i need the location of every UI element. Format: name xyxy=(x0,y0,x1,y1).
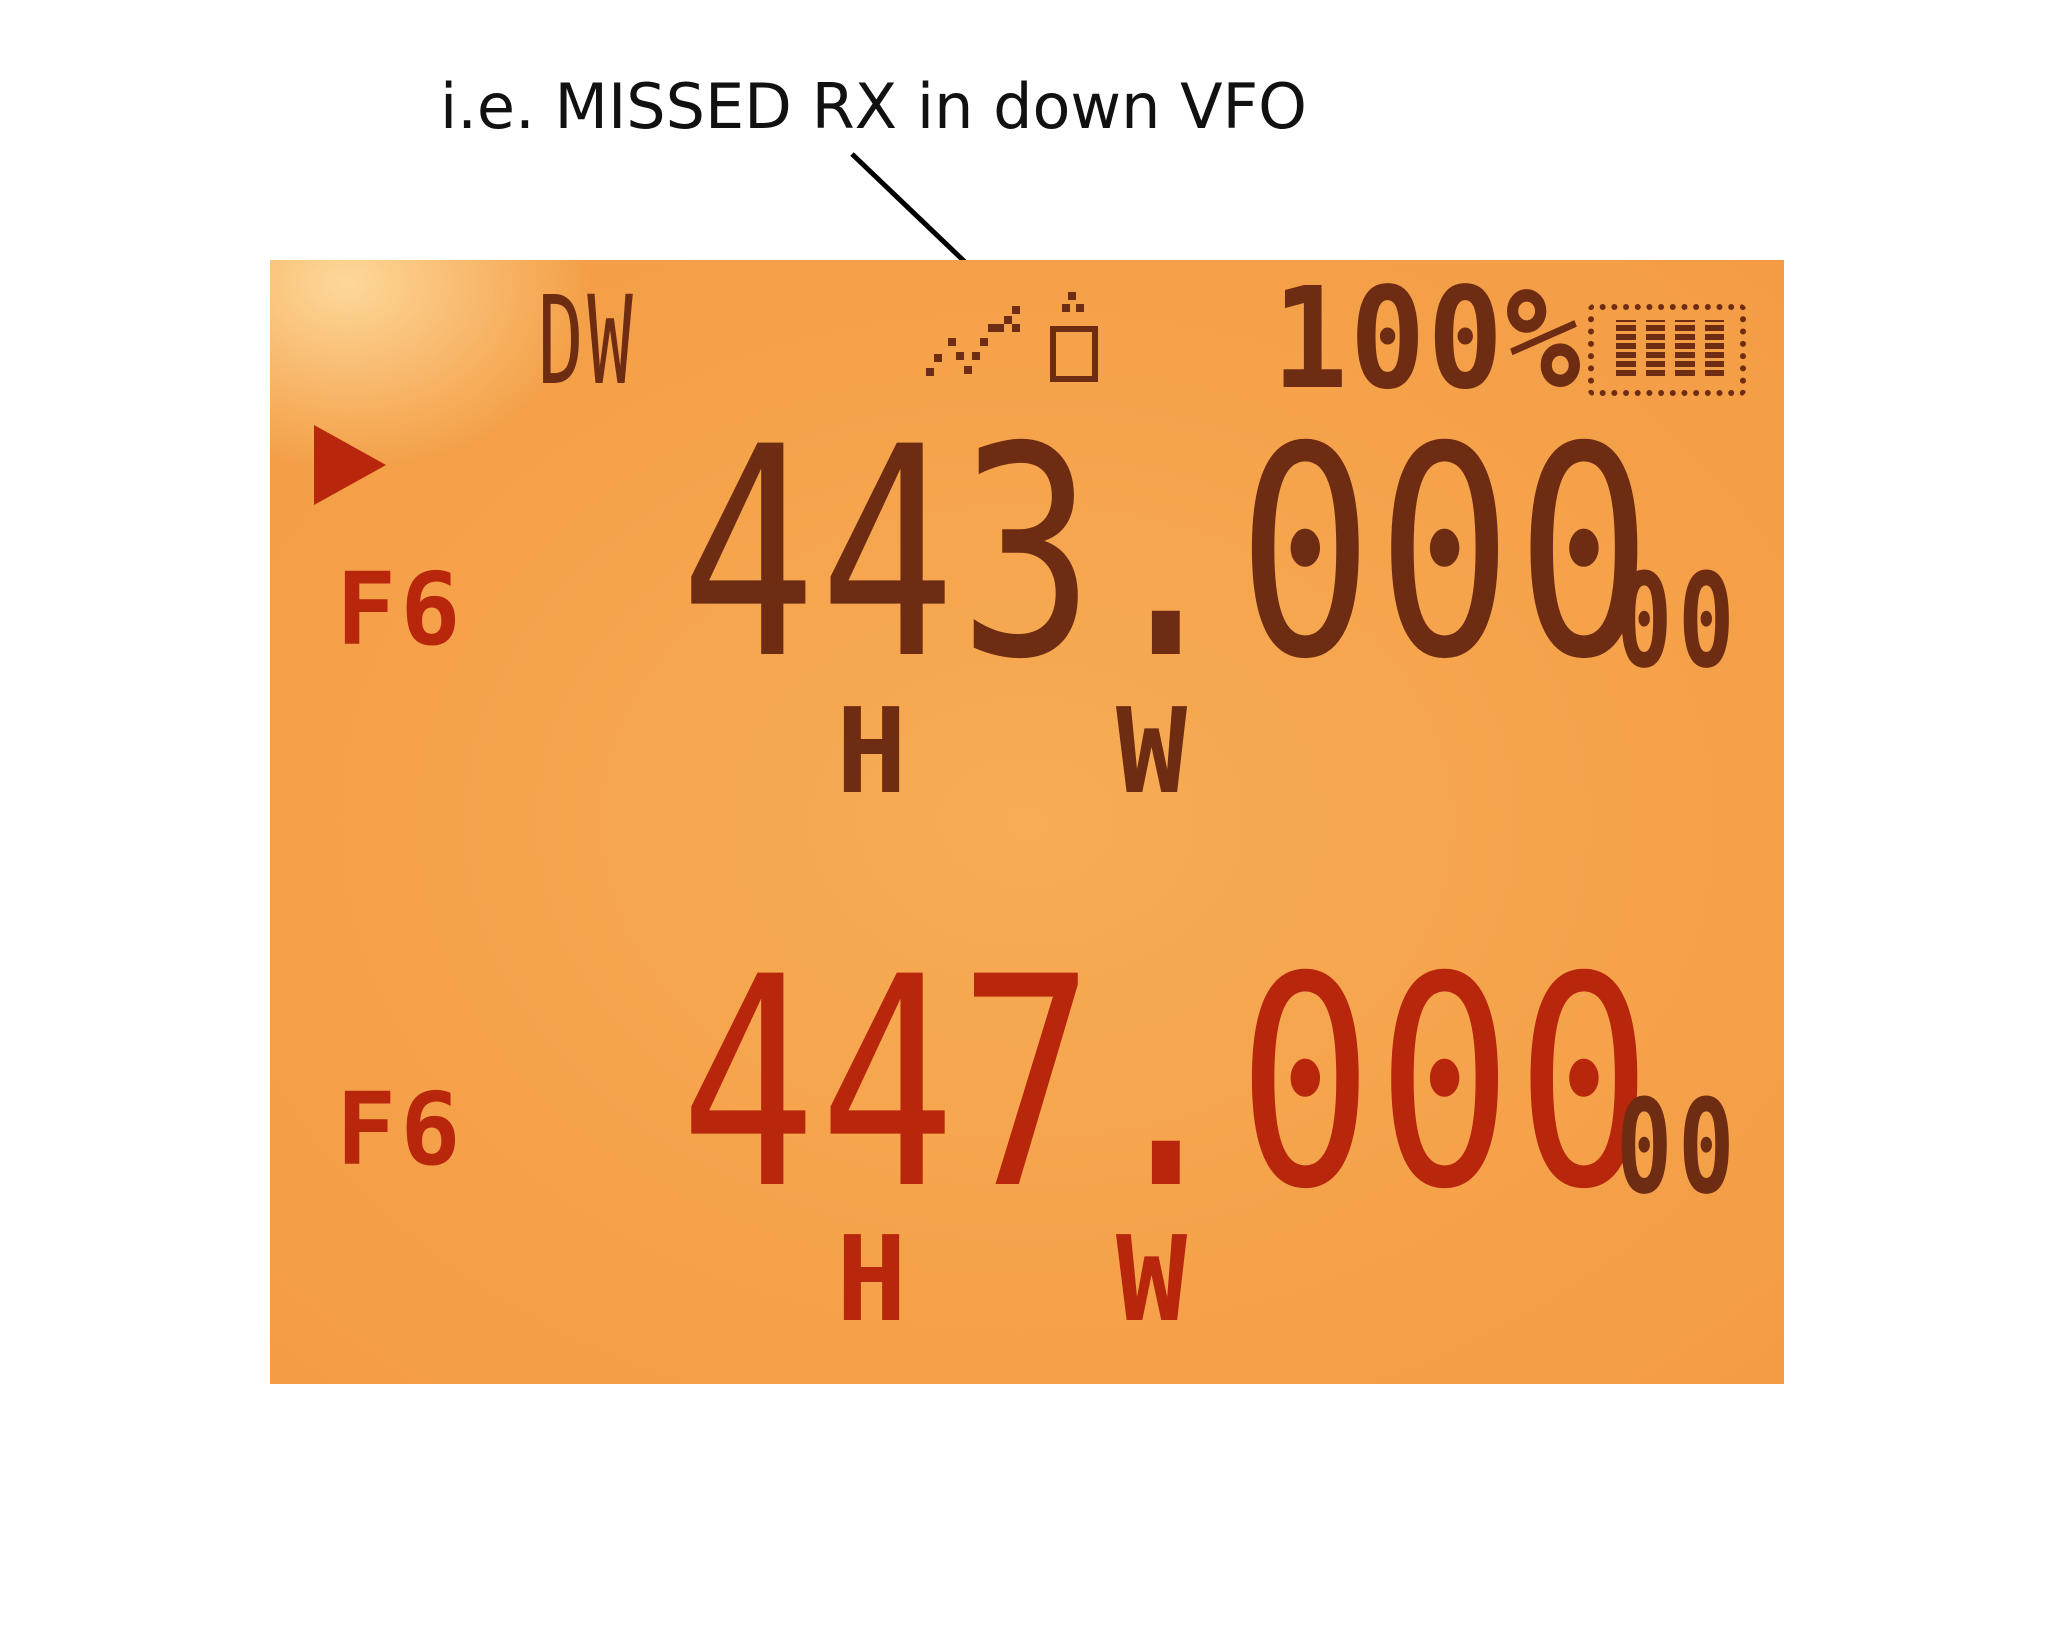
radio-lcd-display: DW 100% xyxy=(270,260,1784,1384)
key-lock-icon xyxy=(1050,292,1098,382)
dual-watch-indicator: DW xyxy=(538,270,637,412)
upper-vfo-frequency-suffix: 00 xyxy=(1616,545,1741,697)
battery-level-bars xyxy=(1616,320,1724,376)
lower-vfo-power-flag: H xyxy=(836,1210,908,1348)
upper-vfo-bandwidth-flag: W xyxy=(1116,682,1188,820)
lower-vfo-bandwidth-flag: W xyxy=(1116,1210,1188,1348)
lower-vfo-frequency-suffix: 00 xyxy=(1616,1071,1741,1223)
upper-vfo-power-flag: H xyxy=(836,682,908,820)
annotation-pointer-line xyxy=(850,152,967,264)
active-vfo-arrow-icon xyxy=(314,425,386,505)
upper-vfo-label: F6 xyxy=(336,551,465,668)
lower-vfo-label: F6 xyxy=(336,1071,465,1188)
battery-icon xyxy=(1588,304,1746,396)
annotation-caption: i.e. MISSED RX in down VFO xyxy=(440,70,1307,143)
upper-vfo-frequency: 443.000 xyxy=(680,386,1656,723)
lower-vfo-frequency: 447.000 xyxy=(680,916,1656,1253)
battery-percentage: 100% xyxy=(1272,260,1583,421)
missed-rx-icon xyxy=(926,306,1020,376)
